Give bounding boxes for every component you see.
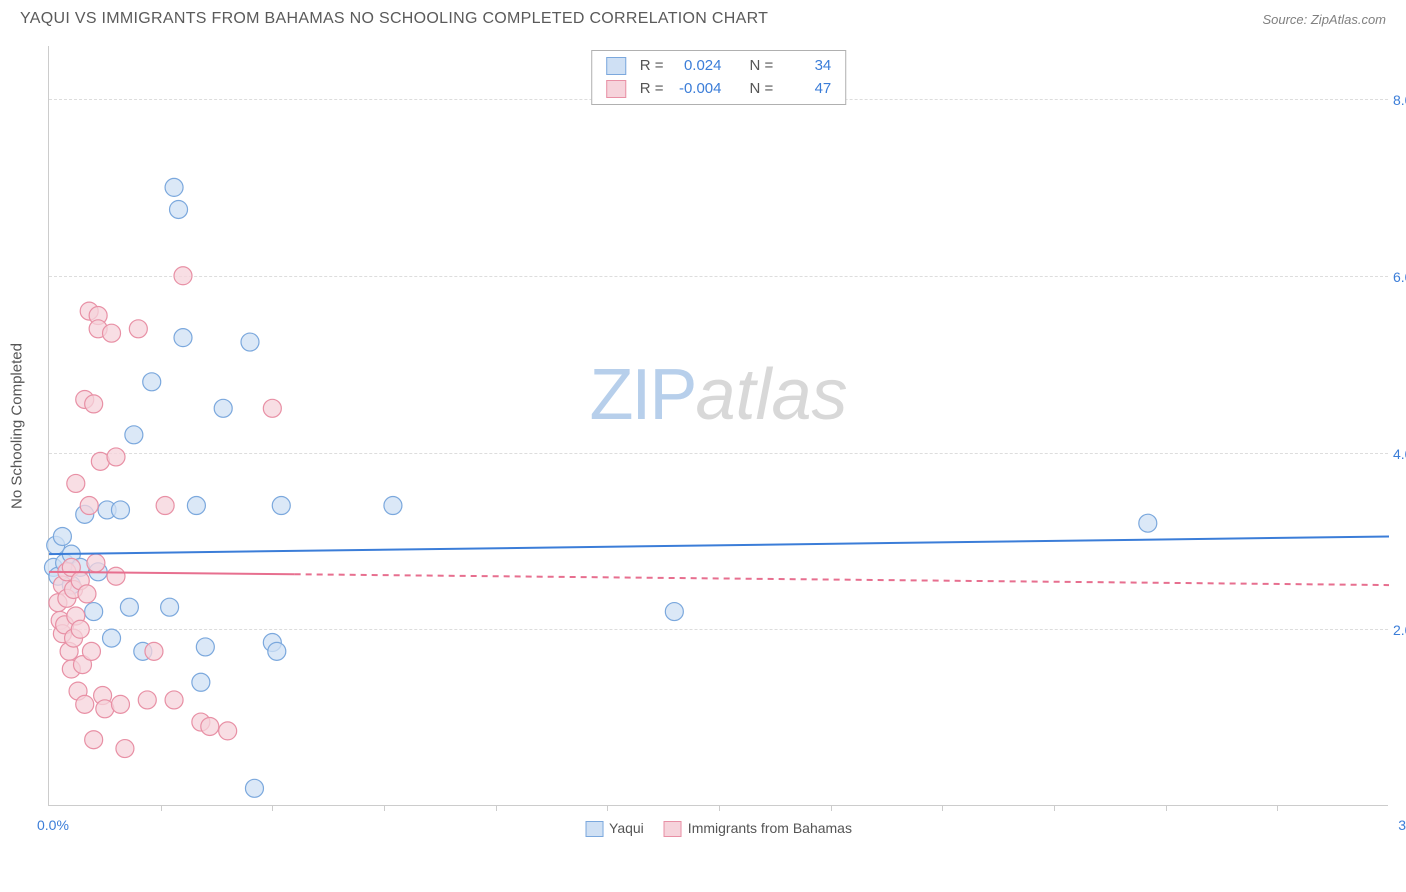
data-point-bahamas <box>76 695 94 713</box>
data-point-bahamas <box>67 474 85 492</box>
x-tick <box>607 805 608 811</box>
data-point-bahamas <box>107 567 125 585</box>
correlation-stats-box: R = 0.024 N = 34 R = -0.004 N = 47 <box>591 50 847 105</box>
data-point-bahamas <box>85 731 103 749</box>
data-point-yaqui <box>143 373 161 391</box>
data-point-bahamas <box>78 585 96 603</box>
data-point-bahamas <box>138 691 156 709</box>
x-tick <box>831 805 832 811</box>
stats-r-value: 0.024 <box>672 55 722 78</box>
data-point-bahamas <box>85 395 103 413</box>
data-point-bahamas <box>116 740 134 758</box>
data-point-bahamas <box>156 497 174 515</box>
x-tick <box>1166 805 1167 811</box>
data-point-yaqui <box>1139 514 1157 532</box>
chart-title: YAQUI VS IMMIGRANTS FROM BAHAMAS NO SCHO… <box>20 10 768 28</box>
legend-swatch-icon <box>664 821 682 837</box>
data-point-yaqui <box>187 497 205 515</box>
legend-swatch-icon <box>585 821 603 837</box>
x-tick <box>942 805 943 811</box>
data-point-yaqui <box>192 673 210 691</box>
data-point-bahamas <box>263 399 281 417</box>
stats-n-label: N = <box>750 78 774 101</box>
regression-line-dashed-bahamas <box>295 574 1389 585</box>
x-tick <box>1054 805 1055 811</box>
data-point-yaqui <box>125 426 143 444</box>
x-tick <box>1277 805 1278 811</box>
x-tick <box>719 805 720 811</box>
chart-header: YAQUI VS IMMIGRANTS FROM BAHAMAS NO SCHO… <box>0 0 1406 36</box>
data-point-yaqui <box>241 333 259 351</box>
stats-row-bahamas: R = -0.004 N = 47 <box>606 78 832 101</box>
x-tick <box>161 805 162 811</box>
data-point-yaqui <box>53 527 71 545</box>
data-point-bahamas <box>174 267 192 285</box>
data-point-bahamas <box>87 554 105 572</box>
data-point-yaqui <box>214 399 232 417</box>
scatter-plot-svg <box>49 46 1388 805</box>
x-tick <box>496 805 497 811</box>
data-point-yaqui <box>196 638 214 656</box>
legend-label: Yaqui <box>609 820 644 836</box>
data-point-yaqui <box>384 497 402 515</box>
y-axis-label: No Schooling Completed <box>9 343 26 509</box>
x-tick <box>272 805 273 811</box>
stats-r-label: R = <box>640 55 664 78</box>
data-point-yaqui <box>665 603 683 621</box>
series-legend: Yaqui Immigrants from Bahamas <box>585 820 852 837</box>
data-point-bahamas <box>82 642 100 660</box>
data-point-yaqui <box>174 329 192 347</box>
data-point-yaqui <box>170 200 188 218</box>
legend-swatch-icon <box>606 57 626 75</box>
data-point-yaqui <box>161 598 179 616</box>
legend-item: Immigrants from Bahamas <box>664 820 852 837</box>
source-attribution: Source: ZipAtlas.com <box>1262 12 1386 27</box>
x-axis-end-label: 30.0% <box>1398 817 1406 833</box>
data-point-bahamas <box>80 497 98 515</box>
chart-plot-area: No Schooling Completed ZIPatlas 2.0%4.0%… <box>48 46 1388 806</box>
legend-swatch-icon <box>606 80 626 98</box>
data-point-yaqui <box>111 501 129 519</box>
data-point-bahamas <box>71 620 89 638</box>
data-point-bahamas <box>107 448 125 466</box>
data-point-yaqui <box>272 497 290 515</box>
y-tick-label: 4.0% <box>1393 446 1406 462</box>
data-point-yaqui <box>268 642 286 660</box>
data-point-yaqui <box>245 779 263 797</box>
data-point-bahamas <box>145 642 163 660</box>
data-point-bahamas <box>219 722 237 740</box>
stats-n-label: N = <box>750 55 774 78</box>
stats-r-label: R = <box>640 78 664 101</box>
data-point-bahamas <box>103 324 121 342</box>
data-point-yaqui <box>85 603 103 621</box>
stats-n-value: 47 <box>781 78 831 101</box>
data-point-bahamas <box>111 695 129 713</box>
data-point-yaqui <box>103 629 121 647</box>
regression-line-yaqui <box>49 536 1389 554</box>
data-point-bahamas <box>165 691 183 709</box>
y-tick-label: 8.0% <box>1393 92 1406 108</box>
stats-r-value: -0.004 <box>672 78 722 101</box>
legend-label: Immigrants from Bahamas <box>688 820 852 836</box>
x-tick <box>384 805 385 811</box>
data-point-bahamas <box>129 320 147 338</box>
stats-row-yaqui: R = 0.024 N = 34 <box>606 55 832 78</box>
legend-item: Yaqui <box>585 820 644 837</box>
data-point-bahamas <box>201 717 219 735</box>
data-point-yaqui <box>120 598 138 616</box>
data-point-yaqui <box>165 178 183 196</box>
stats-n-value: 34 <box>781 55 831 78</box>
y-tick-label: 6.0% <box>1393 269 1406 285</box>
y-tick-label: 2.0% <box>1393 622 1406 638</box>
x-axis-start-label: 0.0% <box>37 817 69 833</box>
